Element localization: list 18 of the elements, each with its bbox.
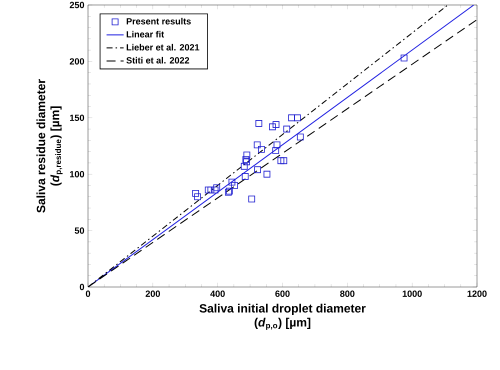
x-tick-label: 600 (275, 290, 290, 297)
legend-label: Linear fit (126, 30, 164, 38)
y-tick-label: 0 (80, 284, 84, 290)
x-axis-title: Saliva initial droplet diameter (d$_{p,o}$) [µm] (199, 304, 366, 330)
x-tick-label: 0 (86, 290, 90, 297)
x-tick-label: 400 (210, 290, 225, 297)
y-tick-label: 50 (74, 227, 84, 234)
legend-label: Stiti et al. 2022 (126, 56, 190, 64)
legend-label: Present results (126, 18, 191, 24)
y-tick-label: 200 (70, 58, 84, 65)
y-tick-label: 100 (70, 171, 84, 178)
x-tick-label: 800 (340, 290, 354, 297)
x-tick-label: 200 (146, 290, 160, 297)
y-tick-label: 150 (70, 114, 84, 121)
legend-label: Lieber et al. 2021 (126, 44, 200, 51)
x-tick-label: 1000 (402, 290, 422, 297)
y-tick-label: 250 (70, 2, 84, 8)
x-tick-label: 1200 (468, 290, 487, 297)
